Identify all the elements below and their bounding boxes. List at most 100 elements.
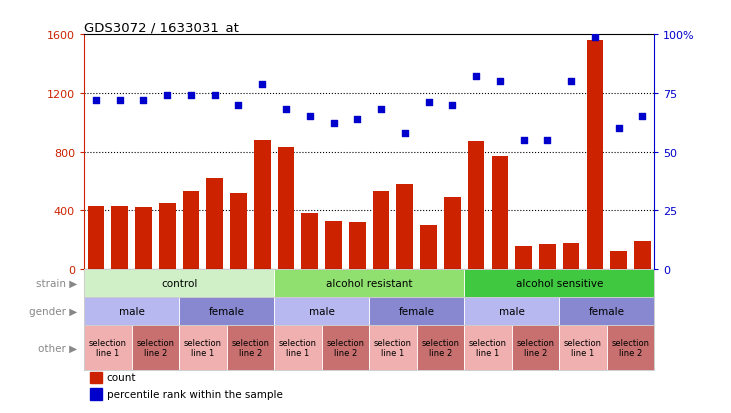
Text: GSM184120: GSM184120	[638, 272, 647, 322]
Text: selection
line 1: selection line 1	[374, 338, 412, 357]
Point	[423, 100, 434, 107]
Point	[90, 97, 102, 104]
Text: GSM183856: GSM183856	[211, 272, 219, 323]
Point	[232, 102, 244, 109]
Text: GSM183886: GSM183886	[591, 272, 599, 323]
Text: GSM183858: GSM183858	[496, 272, 504, 323]
Bar	[515, 246, 532, 269]
Bar	[607, 325, 654, 370]
Bar	[135, 207, 152, 269]
Point	[447, 102, 458, 109]
Text: selection
line 1: selection line 1	[279, 338, 317, 357]
Bar	[84, 297, 179, 325]
Bar	[179, 297, 274, 325]
Text: selection
line 2: selection line 2	[422, 338, 459, 357]
Bar	[468, 142, 485, 269]
Text: selection
line 1: selection line 1	[89, 338, 126, 357]
Point	[162, 93, 173, 100]
Point	[542, 137, 553, 144]
Point	[637, 114, 648, 121]
Bar	[206, 178, 223, 269]
Text: selection
line 2: selection line 2	[232, 338, 269, 357]
Bar	[444, 198, 461, 269]
Bar	[278, 148, 295, 269]
Text: alcohol sensitive: alcohol sensitive	[515, 278, 603, 288]
Text: GSM183817: GSM183817	[186, 272, 195, 323]
Point	[185, 93, 197, 100]
Bar	[417, 325, 464, 370]
Bar	[132, 325, 179, 370]
Text: percentile rank within the sample: percentile rank within the sample	[107, 389, 283, 399]
Bar	[634, 242, 651, 269]
Point	[399, 130, 411, 137]
Point	[518, 137, 529, 144]
Text: GSM183991: GSM183991	[163, 272, 172, 323]
Text: female: female	[588, 306, 625, 316]
Bar	[274, 325, 322, 370]
Text: GSM183992: GSM183992	[234, 272, 243, 323]
Text: GSM184121: GSM184121	[329, 272, 338, 322]
Text: female: female	[398, 306, 435, 316]
Text: GSM184123: GSM184123	[424, 272, 433, 323]
Bar	[373, 192, 390, 269]
Text: control: control	[161, 278, 197, 288]
Bar	[349, 223, 366, 269]
Bar	[559, 325, 607, 370]
Bar	[491, 157, 508, 269]
Bar	[230, 193, 247, 269]
Text: gender ▶: gender ▶	[29, 306, 77, 316]
Bar	[586, 41, 603, 269]
Bar	[84, 325, 132, 370]
Bar	[159, 204, 175, 269]
Text: GSM184118: GSM184118	[543, 272, 552, 323]
Bar	[464, 297, 559, 325]
Bar	[464, 269, 654, 297]
Text: alcohol resistant: alcohol resistant	[326, 278, 412, 288]
Bar	[539, 244, 556, 269]
Point	[257, 81, 268, 88]
Bar	[369, 297, 464, 325]
Text: male: male	[308, 306, 335, 316]
Text: GSM183815: GSM183815	[91, 272, 100, 323]
Bar	[396, 185, 413, 269]
Bar	[90, 372, 102, 383]
Text: GSM183887: GSM183887	[281, 272, 290, 323]
Bar	[274, 297, 369, 325]
Text: GSM183993: GSM183993	[258, 272, 267, 323]
Bar	[90, 389, 102, 400]
Bar	[464, 325, 512, 370]
Point	[352, 116, 363, 123]
Point	[375, 107, 387, 114]
Point	[304, 114, 316, 121]
Text: GDS3072 / 1633031_at: GDS3072 / 1633031_at	[84, 21, 239, 34]
Text: GSM183888: GSM183888	[306, 272, 314, 323]
Text: GSM184122: GSM184122	[353, 272, 362, 322]
Text: GSM183990: GSM183990	[139, 272, 148, 323]
Text: selection
line 1: selection line 1	[564, 338, 602, 357]
Point	[114, 97, 126, 104]
Bar	[369, 325, 417, 370]
Point	[565, 78, 577, 85]
Text: selection
line 2: selection line 2	[137, 338, 174, 357]
Bar	[183, 192, 200, 269]
Bar	[227, 325, 274, 370]
Bar	[322, 325, 369, 370]
Point	[280, 107, 292, 114]
Bar	[84, 269, 274, 297]
Text: strain ▶: strain ▶	[36, 278, 77, 288]
Text: GSM183936: GSM183936	[376, 272, 385, 323]
Point	[589, 34, 601, 41]
Bar	[559, 297, 654, 325]
Bar	[274, 269, 464, 297]
Text: count: count	[107, 373, 137, 382]
Text: selection
line 2: selection line 2	[327, 338, 364, 357]
Text: selection
line 2: selection line 2	[612, 338, 649, 357]
Text: other ▶: other ▶	[37, 343, 77, 353]
Point	[613, 126, 624, 132]
Point	[209, 93, 221, 100]
Point	[470, 74, 482, 81]
Text: GSM184124: GSM184124	[448, 272, 457, 322]
Bar	[512, 325, 559, 370]
Point	[494, 78, 506, 85]
Text: GSM183816: GSM183816	[115, 272, 124, 323]
